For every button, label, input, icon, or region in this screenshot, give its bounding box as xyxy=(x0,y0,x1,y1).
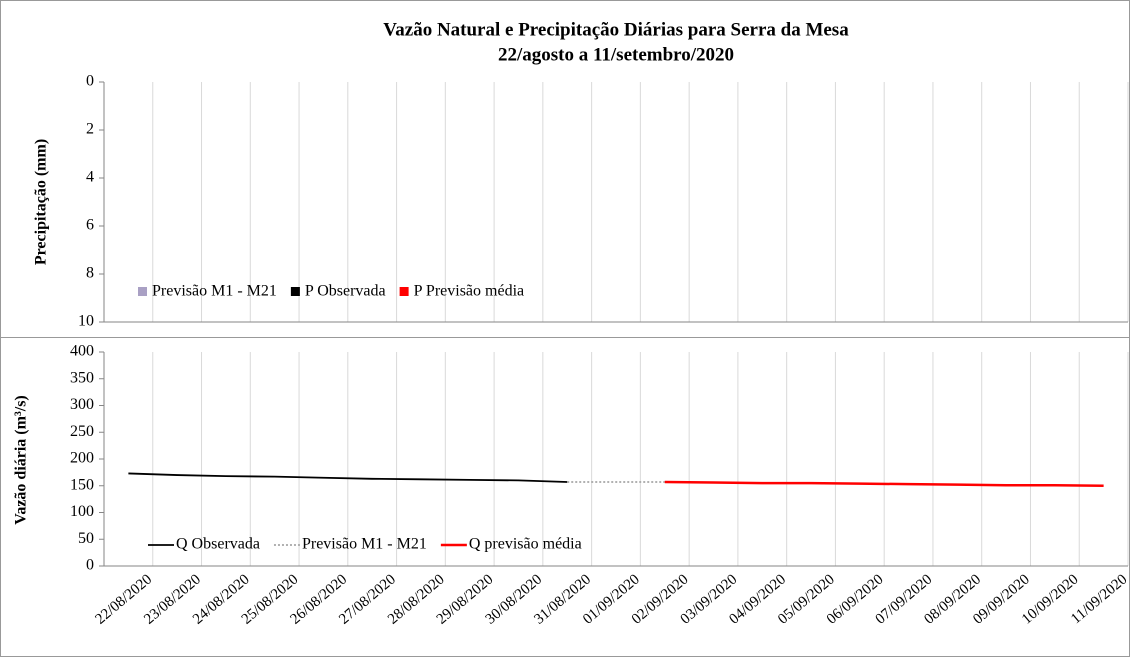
y-tick-label: 10 xyxy=(78,313,94,330)
chart-title: Vazão Natural e Precipitação Diárias par… xyxy=(383,19,849,40)
legend-label: Q Observada xyxy=(176,536,260,553)
y-tick-label: 300 xyxy=(70,396,94,413)
legend-label: Previsão M1 - M21 xyxy=(302,536,427,553)
legend-swatch xyxy=(290,287,300,296)
y-tick-label: 0 xyxy=(86,73,94,90)
legend-label: P Previsão média xyxy=(414,283,525,300)
legend-swatch xyxy=(399,287,409,296)
legend-label: P Observada xyxy=(305,283,386,300)
legend-label: Previsão M1 - M21 xyxy=(152,283,277,300)
y-tick-label: 6 xyxy=(86,217,94,234)
line xyxy=(664,480,1104,487)
y-tick-label: 200 xyxy=(70,450,94,467)
y-tick-label: 250 xyxy=(70,423,94,440)
y-tick-label: 50 xyxy=(78,530,94,547)
y-axis-label: Precipitação (mm) xyxy=(33,139,50,265)
y-tick-label: 400 xyxy=(70,343,94,360)
y-tick-label: 2 xyxy=(86,121,94,138)
y-tick-label: 0 xyxy=(86,557,94,574)
y-axis-label: Vazão diária (m³/s) xyxy=(13,395,30,525)
y-tick-label: 4 xyxy=(86,169,94,186)
y-tick-label: 150 xyxy=(70,476,94,493)
y-tick-label: 350 xyxy=(70,369,94,386)
line xyxy=(128,472,568,483)
chart-subtitle: 22/agosto a 11/setembro/2020 xyxy=(498,44,734,65)
y-tick-label: 100 xyxy=(70,503,94,520)
legend-label: Q previsão média xyxy=(469,536,582,553)
y-tick-label: 8 xyxy=(86,265,94,282)
legend-swatch xyxy=(138,287,147,296)
